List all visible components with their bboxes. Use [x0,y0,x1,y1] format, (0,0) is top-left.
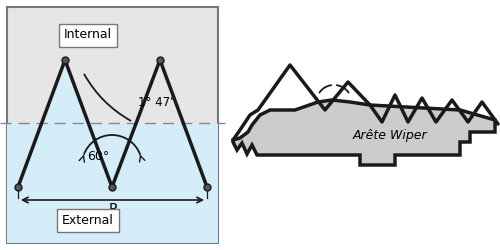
Text: Internal: Internal [64,28,112,42]
Polygon shape [233,100,495,165]
Bar [7,123,218,243]
Text: Arête Wiper: Arête Wiper [352,128,428,141]
Text: P: P [108,202,116,216]
Text: 60°: 60° [87,150,109,164]
Text: 1° 47': 1° 47' [138,96,173,108]
Polygon shape [18,60,112,187]
Bar [7,7,218,243]
Text: External: External [62,214,114,226]
